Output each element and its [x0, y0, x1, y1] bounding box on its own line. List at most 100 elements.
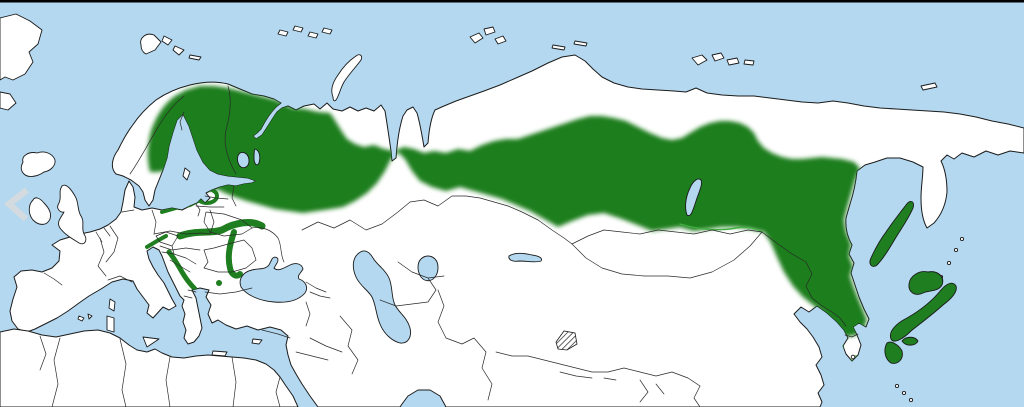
country-borders — [39, 85, 859, 407]
gotland — [182, 167, 191, 181]
franz-josef-land — [277, 29, 289, 37]
border-balkans — [161, 251, 197, 273]
range-kyushu — [884, 341, 903, 364]
ryukyu-island — [901, 390, 907, 396]
ryukyu-island — [894, 383, 900, 389]
kuril-island — [953, 247, 959, 253]
border-himalaya-china-india — [495, 351, 701, 387]
lake-balkhash — [508, 252, 542, 263]
border-sweden-finland — [179, 111, 185, 131]
border-bangladesh — [639, 379, 665, 403]
border-france-east — [97, 237, 107, 277]
crete — [211, 350, 228, 357]
border-ukraine-russia — [251, 227, 285, 263]
border-korea-dmz — [844, 333, 859, 338]
border-estonia-russia — [231, 185, 237, 207]
franz-josef-land — [307, 31, 319, 39]
great-britain — [57, 184, 87, 245]
border-france-spain — [43, 272, 63, 286]
balearic-island — [87, 313, 93, 320]
lake-baikal — [685, 178, 702, 217]
kuril-island — [959, 236, 965, 242]
range-honshu — [889, 282, 957, 342]
border-belarus — [203, 211, 253, 237]
arctic-islet — [551, 44, 566, 51]
arctic-islet — [573, 40, 588, 47]
islands-white — [0, 13, 965, 403]
border-czech — [155, 231, 179, 247]
greenland-tip — [0, 91, 17, 111]
border-central-asia — [379, 261, 445, 307]
border-kazakhstan-russia — [301, 195, 573, 245]
border-africa-lines — [51, 337, 281, 407]
iceland — [20, 151, 56, 177]
border-kaliningrad — [195, 203, 201, 217]
kuril-island — [946, 260, 952, 266]
border-caucasus — [305, 281, 331, 299]
novaya-zemlya — [331, 54, 363, 102]
border-mongolia-north — [571, 229, 763, 245]
greenland-edge — [0, 13, 43, 81]
new-siberian-islands — [691, 54, 708, 66]
border-iran-iraq — [339, 315, 359, 375]
svalbard-island — [188, 54, 202, 61]
border-germany-west — [105, 225, 119, 263]
range-main-taiga-band — [147, 86, 867, 337]
new-siberian-islands — [743, 59, 755, 66]
border-greece-albania — [183, 289, 197, 299]
border-denmark-germany — [121, 209, 135, 213]
lake-onega — [253, 148, 261, 166]
chevron-artifact — [3, 187, 29, 222]
jeju-island — [850, 354, 856, 360]
range-hokkaido — [908, 271, 944, 295]
border-iran-afghanistan-pakistan — [437, 289, 493, 401]
border-china-russia-amur — [761, 231, 823, 307]
border-alps-italy — [107, 275, 133, 283]
range-bulgaria-dot — [216, 280, 222, 286]
border-poland-east — [209, 209, 215, 235]
range-islands — [869, 201, 957, 364]
range-mongolia-border-line — [679, 223, 763, 233]
range-carpathians-west-arm — [176, 219, 266, 240]
border-finland-russia — [224, 85, 237, 175]
border-romania — [203, 239, 257, 273]
border-poland-south — [153, 230, 211, 235]
range-czech-austria-patch — [145, 234, 168, 249]
range-dinaric-strip — [166, 249, 198, 292]
border-bulgaria-south — [204, 287, 253, 295]
sicily — [142, 336, 160, 348]
caspian-sea — [352, 250, 411, 344]
border-norway-sweden — [129, 95, 185, 175]
border-china-myanmar — [693, 385, 701, 407]
range-carpathians-tail — [225, 229, 243, 279]
svalbard-island — [161, 35, 173, 46]
ryukyu-island — [908, 397, 914, 403]
border-austria-hungary — [159, 245, 201, 255]
border-poland-west — [151, 209, 157, 235]
ireland — [28, 197, 51, 225]
franz-josef-land — [292, 25, 304, 33]
range-sakhalin — [869, 201, 914, 267]
border-nepal-bhutan — [559, 371, 617, 381]
kashmir-hatched-region — [555, 330, 578, 351]
severnaya-zemlya — [483, 26, 496, 36]
border-turkey-east — [305, 301, 311, 327]
border-china-north-korea — [821, 305, 847, 327]
range-shikoku — [901, 336, 919, 346]
new-siberian-islands — [726, 57, 740, 66]
sardinia — [106, 315, 115, 333]
franz-josef-land — [321, 27, 333, 35]
balearic-island — [77, 315, 85, 322]
border-turkey-syria — [261, 329, 291, 339]
border-benelux — [95, 227, 111, 243]
severnaya-zemlya — [469, 32, 484, 44]
border-estonia-latvia — [204, 195, 229, 200]
border-mongolia-south — [571, 231, 763, 279]
border-latvia-lithuania — [195, 205, 225, 208]
cyprus — [251, 338, 263, 345]
new-siberian-islands — [711, 52, 725, 62]
border-arabia — [295, 337, 343, 361]
svalbard — [140, 33, 162, 55]
